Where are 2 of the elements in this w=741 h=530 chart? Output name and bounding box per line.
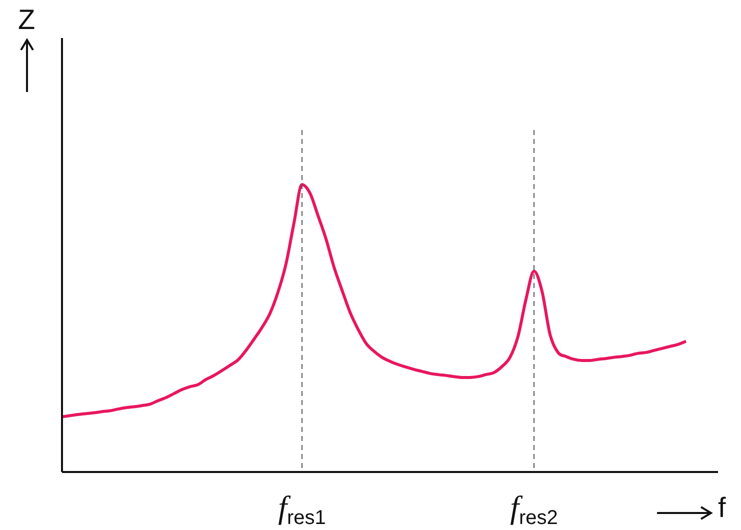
text: Z: [18, 4, 36, 35]
x-axis-title: f: [718, 492, 726, 523]
